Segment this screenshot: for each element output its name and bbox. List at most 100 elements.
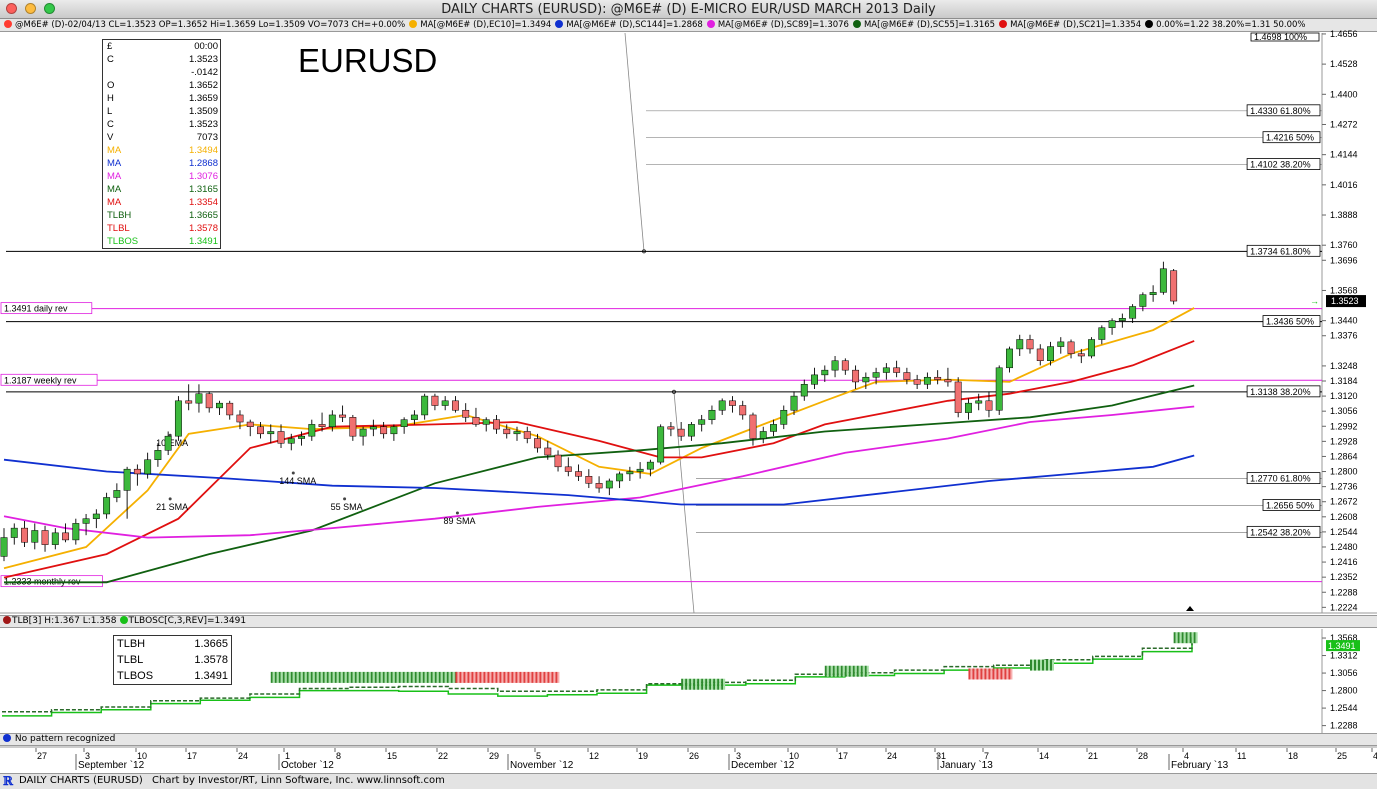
candle (205, 391, 213, 413)
candle (400, 417, 408, 434)
legend-item[interactable]: @M6E# (D)-02/04/13 CL=1.3523 OP=1.3652 H… (2, 20, 405, 30)
candle (872, 367, 880, 385)
tlb-row: TLBH 1.3665 (114, 636, 231, 652)
legend-color-dot-icon (999, 20, 1008, 28)
y-tick-label: 1.3696 (1330, 255, 1358, 265)
zoom-window-button[interactable] (44, 3, 56, 14)
brick-stripe (1050, 659, 1052, 671)
candle (1159, 261, 1167, 295)
date-tick-label: 11 (1237, 751, 1246, 761)
candle (954, 377, 962, 418)
brick-stripe (294, 671, 297, 683)
y-tick-label: 1.3248 (1330, 361, 1358, 371)
candle-body (780, 409, 788, 425)
brick-stripe (356, 671, 359, 683)
minimize-window-button[interactable] (25, 3, 37, 14)
legend-item[interactable]: MA[@M6E# (D),SC55]=1.3165 (851, 20, 995, 30)
candle-body (872, 372, 880, 378)
data-window-value: 1.3523 (188, 54, 218, 65)
brick-stripe (322, 671, 325, 683)
y-tick-label: 1.2352 (1330, 572, 1358, 582)
indicator-legend-item[interactable]: TLBOSC[C,3,REV]=1.3491 (119, 616, 246, 626)
date-tick-label: 1 (285, 751, 290, 761)
candle-body (1088, 339, 1096, 357)
level-label: 1.2542 38.20% (1250, 527, 1311, 537)
brick-stripe (1187, 632, 1190, 644)
brick-stripe (992, 668, 995, 680)
candle-body (10, 527, 18, 538)
data-window-row: £00:00 (103, 40, 220, 53)
data-window-label: H (107, 93, 114, 104)
y-tick-label: 1.2992 (1330, 421, 1358, 431)
data-window-label: L (107, 106, 113, 117)
candle-body (893, 367, 901, 373)
close-window-button[interactable] (6, 3, 17, 14)
tlb-value: 1.3491 (194, 670, 228, 682)
brick-stripe (444, 671, 447, 683)
brick-stripe (1006, 668, 1009, 680)
brick-stripe (705, 678, 708, 690)
brick-stripe (721, 678, 724, 690)
candle (616, 471, 624, 489)
brick-stripe (278, 671, 281, 683)
y-tick-label: 1.2288 (1330, 587, 1358, 597)
legend-item[interactable]: MA[@M6E# (D),SC89]=1.3076 (705, 20, 849, 30)
month-label: November `12 (510, 759, 574, 771)
candle (1149, 285, 1157, 302)
tlb-label: TLBOS (117, 670, 154, 682)
candle-body (749, 414, 757, 439)
y-tick-label: 1.3120 (1330, 391, 1358, 401)
brick-stripe (432, 671, 435, 683)
brick-stripe (707, 678, 710, 690)
candle (144, 452, 152, 479)
brick-stripe (342, 671, 345, 683)
candle-body (72, 523, 80, 541)
candle-body (257, 426, 264, 435)
candle-body (718, 400, 726, 411)
brick-stripe (533, 671, 536, 683)
candle (1036, 344, 1044, 366)
brick-stripe (972, 668, 975, 680)
candle-body (1047, 346, 1054, 361)
candle (575, 464, 583, 481)
brick-stripe (358, 671, 361, 683)
brick-stripe (477, 671, 480, 683)
candle (369, 419, 377, 437)
brick-stripe (553, 671, 556, 683)
data-window-value: 1.3165 (188, 184, 218, 195)
candle-body (585, 476, 593, 484)
candle (585, 469, 593, 489)
pattern-bar: No pattern recognized (0, 733, 1377, 746)
brick-stripe (326, 671, 329, 683)
indicator-color-dot-icon (119, 616, 128, 624)
candle-body (277, 431, 285, 444)
legend-item[interactable]: MA[@M6E# (D),EC10]=1.3494 (407, 20, 551, 30)
legend-item[interactable]: 0.00%=1.22 38.20%=1.31 50.00% (1143, 20, 1306, 30)
level-label-box (1246, 244, 1321, 257)
candle (677, 422, 685, 441)
brick-stripe (695, 678, 698, 690)
candle (1170, 269, 1178, 305)
brick-stripe (1040, 659, 1042, 671)
candle-body (451, 400, 459, 411)
brick-stripe (394, 671, 397, 683)
candle (431, 393, 439, 411)
date-tick-label: 21 (1088, 751, 1098, 761)
legend-text: MA[@M6E# (D),SC55]=1.3165 (863, 20, 996, 30)
candle-body (21, 527, 28, 543)
legend-item[interactable]: MA[@M6E# (D),SC144]=1.2868 (553, 20, 703, 30)
brick-stripe (438, 671, 441, 683)
trend-line (673, 391, 695, 614)
candle-body (1149, 292, 1157, 295)
y-tick-label: 1.3760 (1330, 240, 1358, 250)
legend-item[interactable]: MA[@M6E# (D),SC21]=1.3354 (997, 20, 1141, 30)
indicator-legend-item[interactable]: TLB[3] H:1.367 L:1.358 (3, 616, 117, 626)
brick-stripe (1177, 632, 1180, 644)
brick-stripe (1010, 668, 1013, 680)
candle (687, 422, 695, 441)
data-window-label: TLBH (107, 210, 132, 221)
brick-stripe (457, 671, 460, 683)
candle-body (964, 402, 972, 413)
brick-stripe (286, 671, 289, 683)
brick-stripe (509, 671, 512, 683)
